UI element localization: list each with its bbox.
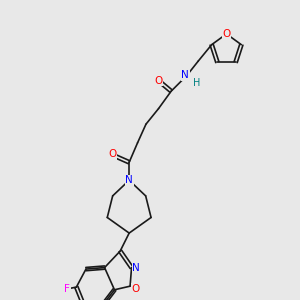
Text: O: O	[109, 149, 117, 159]
Text: H: H	[193, 78, 200, 88]
Text: O: O	[154, 76, 163, 86]
Text: O: O	[131, 284, 140, 294]
Text: N: N	[132, 262, 140, 273]
Text: F: F	[64, 284, 70, 295]
Text: N: N	[125, 175, 133, 185]
Text: N: N	[182, 70, 189, 80]
Text: O: O	[222, 29, 231, 39]
